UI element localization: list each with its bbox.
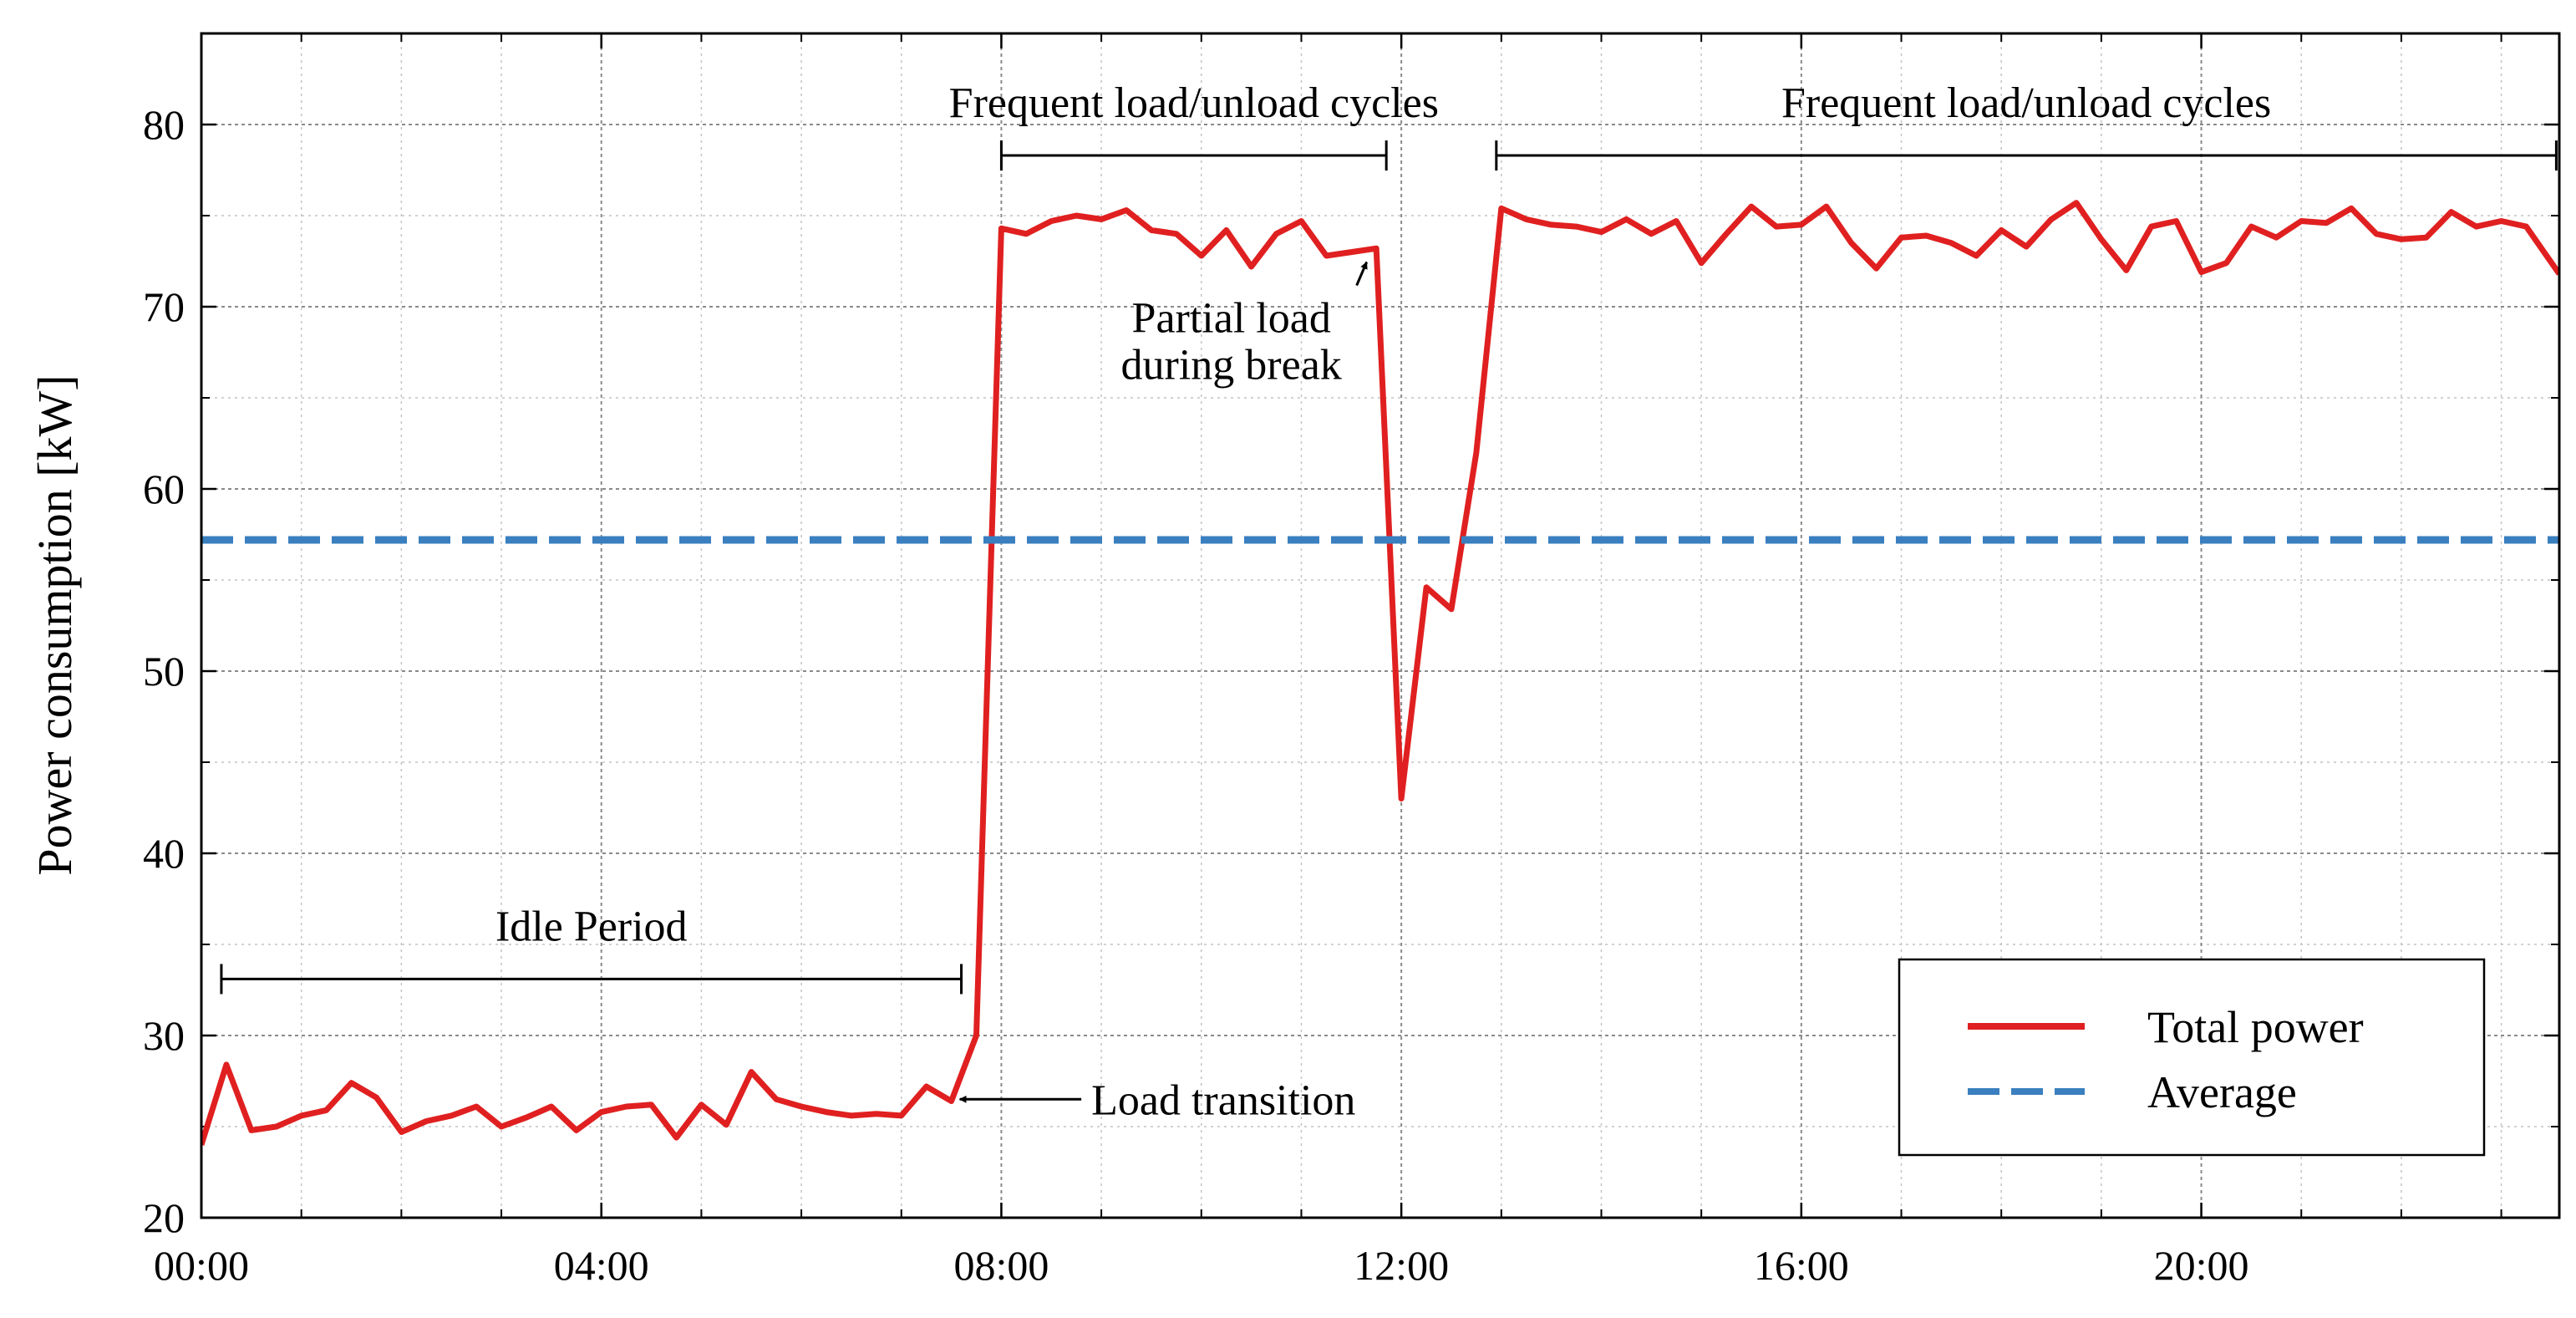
x-tick-label: 04:00 <box>554 1242 649 1289</box>
y-tick-label: 70 <box>143 283 185 330</box>
annotation-label-transition: Load transition <box>1091 1076 1355 1124</box>
y-tick-label: 50 <box>143 648 185 695</box>
series-layer <box>201 200 2559 1146</box>
x-tick-label: 00:00 <box>154 1242 249 1289</box>
y-axis-ticks: 20 30 40 50 60 70 80 <box>143 101 185 1241</box>
annotation-label-partial: Partial load <box>1132 295 1331 343</box>
plot-frame <box>200 32 2561 1219</box>
y-tick-label: 30 <box>143 1012 185 1059</box>
annotation-label-cycles1: Frequent load/unload cycles <box>949 79 1439 127</box>
x-tick-label: 12:00 <box>1354 1242 1449 1289</box>
legend-label-average: Average <box>2147 1067 2297 1117</box>
legend-box <box>1898 958 2486 1157</box>
annotations: Idle Period Frequent load/unload cycles Fr… <box>220 79 2558 1124</box>
y-axis-title: Power consumption [kW] <box>28 374 82 875</box>
x-tick-label: 16:00 <box>1754 1242 1849 1289</box>
annotation-arrow-partial <box>1355 261 1369 287</box>
y-tick-label: 40 <box>143 830 185 877</box>
y-tick-label: 80 <box>143 101 185 148</box>
y-tick-label: 60 <box>143 466 185 512</box>
x-tick-label: 08:00 <box>953 1242 1049 1289</box>
inner-tick-marks <box>200 33 2559 1219</box>
annotation-label-partial: during break <box>1121 342 1342 389</box>
x-tick-label: 20:00 <box>2154 1242 2249 1289</box>
legend: Total power Average <box>1898 958 2486 1157</box>
legend-label-total-power: Total power <box>2147 1002 2364 1052</box>
y-tick-label: 20 <box>143 1194 185 1241</box>
annotation-label-cycles2: Frequent load/unload cycles <box>1781 79 2271 127</box>
x-axis-ticks: 00:00 04:00 08:00 12:00 16:00 20:00 <box>154 1242 2248 1289</box>
series-line-total-power <box>201 200 2559 1146</box>
annotation-label-idle: Idle Period <box>495 903 688 950</box>
